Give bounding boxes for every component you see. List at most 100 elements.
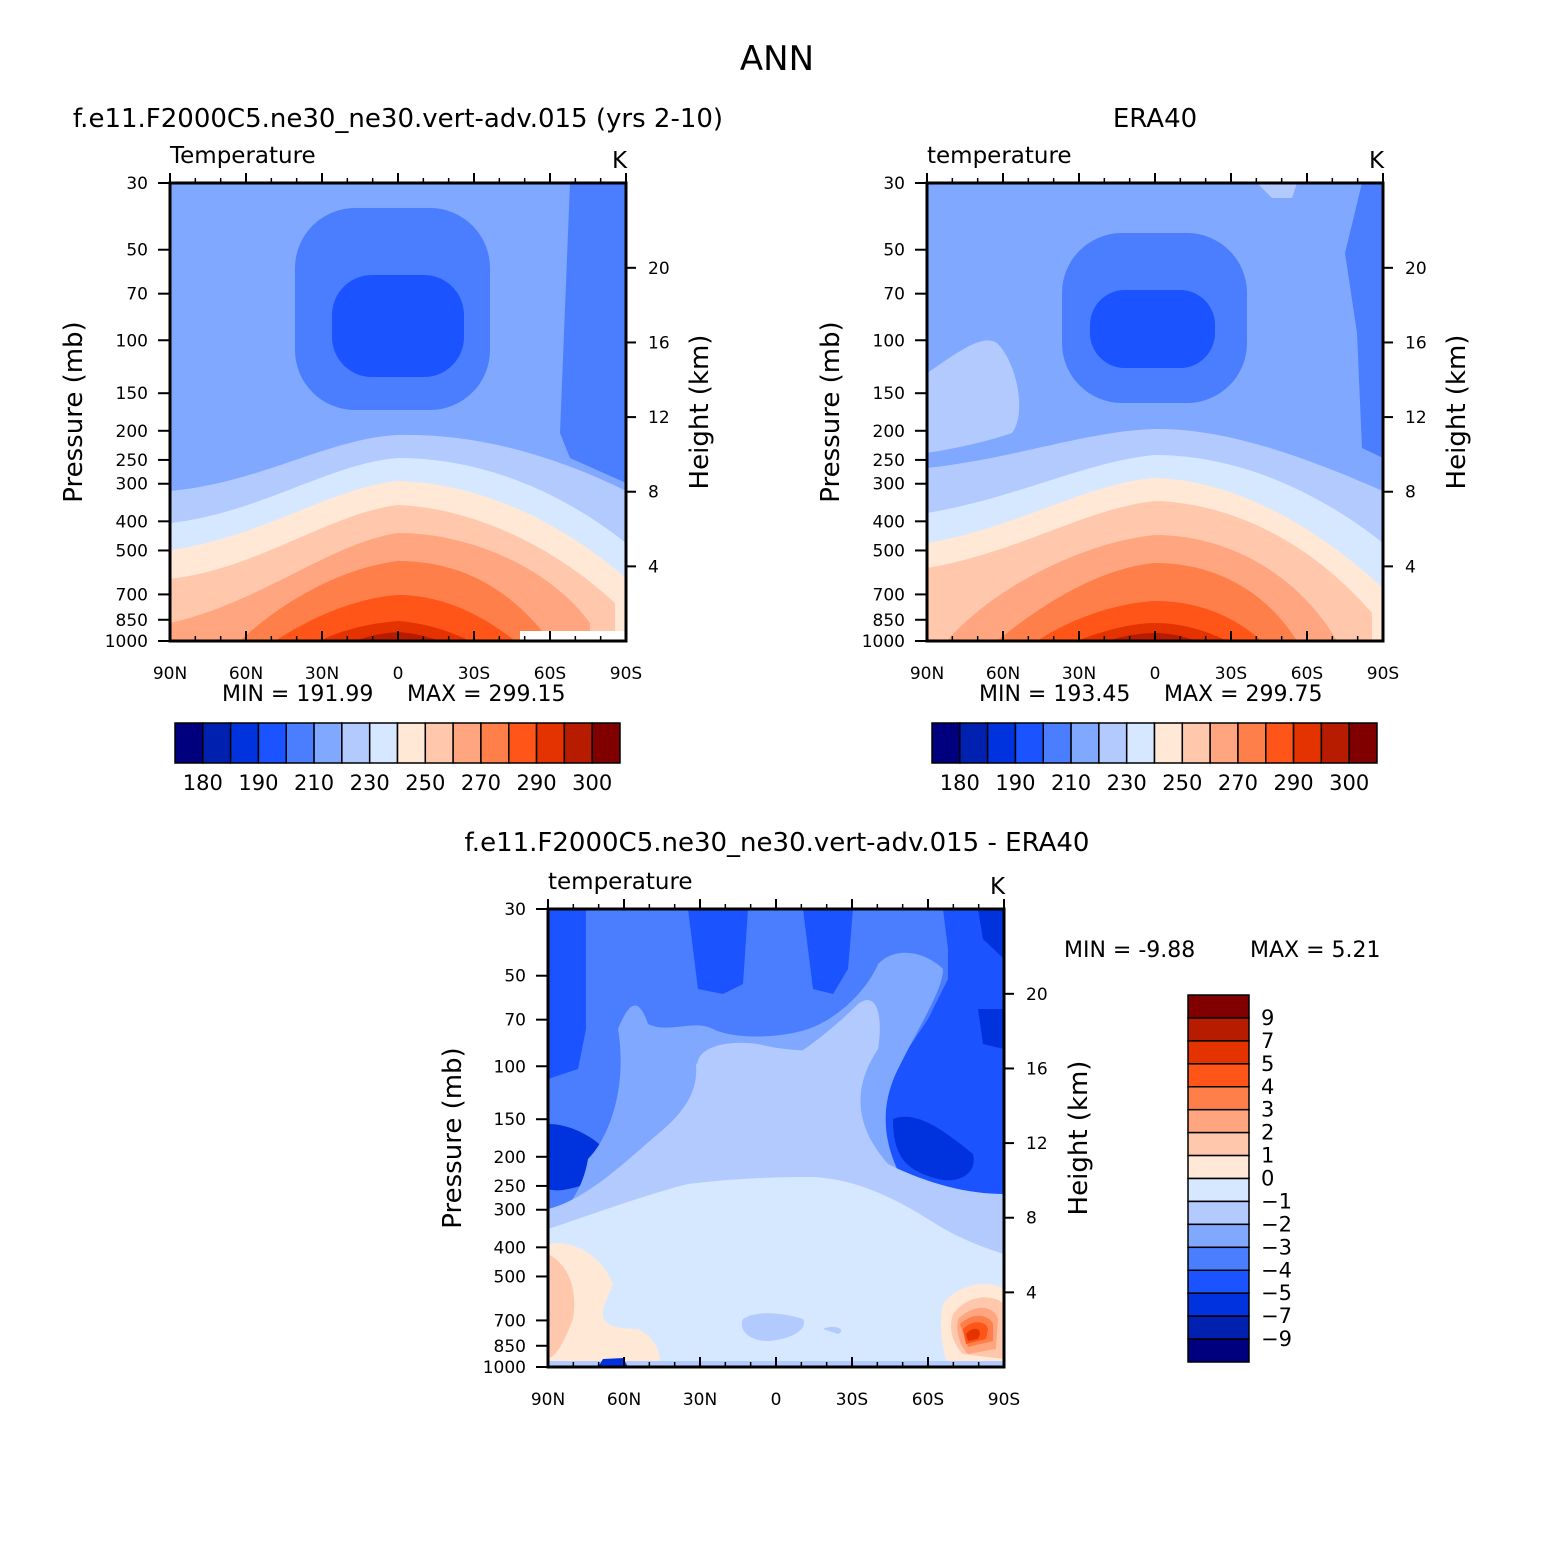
colorbar-label: 180 [183,771,223,795]
colorbar-box [1187,1269,1250,1294]
y-tick-label: 200 [494,1148,526,1168]
colorbar-label: 290 [1274,771,1314,795]
y-tick-label: 50 [126,241,148,261]
colorbar-box [1209,722,1239,764]
x-tick-label: 30S [458,664,490,684]
colorbar-box [1348,722,1378,764]
y-tick-label: 70 [504,1011,526,1031]
colorbar-label: 0 [1261,1167,1274,1191]
colorbar-label: 1 [1261,1144,1274,1168]
colorbar-box [563,722,593,764]
panel-model-case-title: f.e11.F2000C5.ne30_ne30.vert-adv.015 (yr… [73,104,723,134]
colorbar-box [1187,1063,1250,1088]
colorbar-box [1237,722,1267,764]
colorbar-box [1014,722,1044,764]
panel-diff-ylabel: Pressure (mb) [438,1047,468,1228]
x-tick-label: 60N [986,664,1020,684]
panel-obs-ylabel-right: Height (km) [1442,335,1472,490]
colorbar-label: 290 [517,771,557,795]
panel-diff-plot-area [548,909,1004,1367]
y-tick-label: 250 [494,1177,526,1197]
panel-diff-ylabel-right: Height (km) [1064,1061,1094,1216]
colorbar-box [1187,1338,1250,1363]
panel-model-plot-area [170,183,626,641]
y-tick-label: 30 [126,174,148,194]
colorbar-box [1187,994,1250,1019]
colorbar-label: −9 [1261,1327,1292,1351]
colorbar-label: 3 [1261,1098,1274,1122]
colorbar-label: 300 [1329,771,1369,795]
y-tick-label: 200 [116,422,148,442]
x-tick-label: 30N [683,1390,717,1410]
panel-obs-case-title: ERA40 [1113,104,1197,134]
colorbar-box [1187,1086,1250,1111]
y-tick-label: 70 [126,285,148,305]
colorbar-box [313,722,343,764]
x-tick-label: 60N [607,1390,641,1410]
x-tick-label: 90S [988,1390,1020,1410]
panel-diff-case-title: f.e11.F2000C5.ne30_ne30.vert-adv.015 - E… [465,828,1090,858]
panel-diff-variable: temperature [548,869,693,895]
panel-diff-axes: 90N 60N 30N 0 30S 60S 90S 30 50 70 100 150 200 250 300… [483,899,1048,1410]
colorbar-box [1098,722,1128,764]
colorbar-label: 300 [572,771,612,795]
panel-obs-axes: 90N 60N 30N 0 30S 60S 90S 30 50 70 100 150 200 250 300… [862,173,1427,684]
height-tick-label: 8 [1026,1209,1037,1229]
y-tick-label: 700 [873,585,905,605]
y-tick-label: 100 [873,331,905,351]
colorbar-label: 230 [1107,771,1147,795]
colorbar-label: 230 [350,771,390,795]
colorbar-label: 4 [1261,1075,1274,1099]
y-tick-label: 500 [494,1267,526,1287]
colorbar-label: −7 [1261,1304,1292,1328]
colorbar-label: −1 [1261,1189,1292,1213]
colorbar-box [368,722,399,764]
colorbar-box [1187,1108,1250,1134]
colorbar-label: 210 [294,771,334,795]
colorbar-box [1187,1177,1250,1203]
colorbar-label: 9 [1261,1006,1274,1030]
colorbar-box [424,722,454,764]
colorbar-box [202,722,232,764]
colorbar-label: 190 [995,771,1035,795]
colorbar-box [1187,1292,1250,1317]
colorbar-box [1265,722,1295,764]
colorbar-box [396,722,427,764]
y-tick-label: 300 [873,475,905,495]
x-tick-label: 0 [393,664,404,684]
panel-obs: ERA40 temperature K 90N 60N 30N 0 30S 60S 90S 3… [816,104,1472,795]
y-tick-label: 30 [883,174,905,194]
panel-model-min-label: MIN = 191.99 [222,682,373,707]
colorbar-label: 190 [238,771,278,795]
colorbar-box [1042,722,1072,764]
y-tick-label: 150 [494,1110,526,1130]
y-tick-label: 700 [494,1311,526,1331]
colorbar-label: −4 [1261,1258,1292,1282]
panel-diff-units: K [990,874,1006,900]
colorbar-label: 5 [1261,1052,1274,1076]
y-tick-label: 400 [873,512,905,532]
panel-obs-plot-area [927,183,1383,641]
x-tick-label: 60S [1291,664,1323,684]
y-tick-label: 400 [116,512,148,532]
panel-model-ylabel-right: Height (km) [685,335,715,490]
colorbar-box [1070,722,1100,764]
height-tick-label: 4 [1026,1283,1037,1303]
y-tick-label: 100 [494,1057,526,1077]
panel-obs-min-label: MIN = 193.45 [979,682,1130,707]
colorbar-box [931,722,961,764]
height-tick-label: 4 [648,557,659,577]
colorbar-box [1187,1154,1250,1180]
y-tick-label: 300 [494,1201,526,1221]
height-tick-label: 8 [648,483,659,503]
x-tick-label: 30N [305,664,339,684]
panel-model-max-label: MAX = 299.15 [407,682,566,707]
colorbar-box [1125,722,1156,764]
colorbar-label: 210 [1051,771,1091,795]
colorbar-label: −3 [1261,1235,1292,1259]
x-tick-label: 0 [771,1390,782,1410]
panel-obs-ylabel: Pressure (mb) [816,321,846,502]
panel-model: f.e11.F2000C5.ne30_ne30.vert-adv.015 (yr… [59,104,723,795]
colorbar-box [1187,1200,1250,1226]
